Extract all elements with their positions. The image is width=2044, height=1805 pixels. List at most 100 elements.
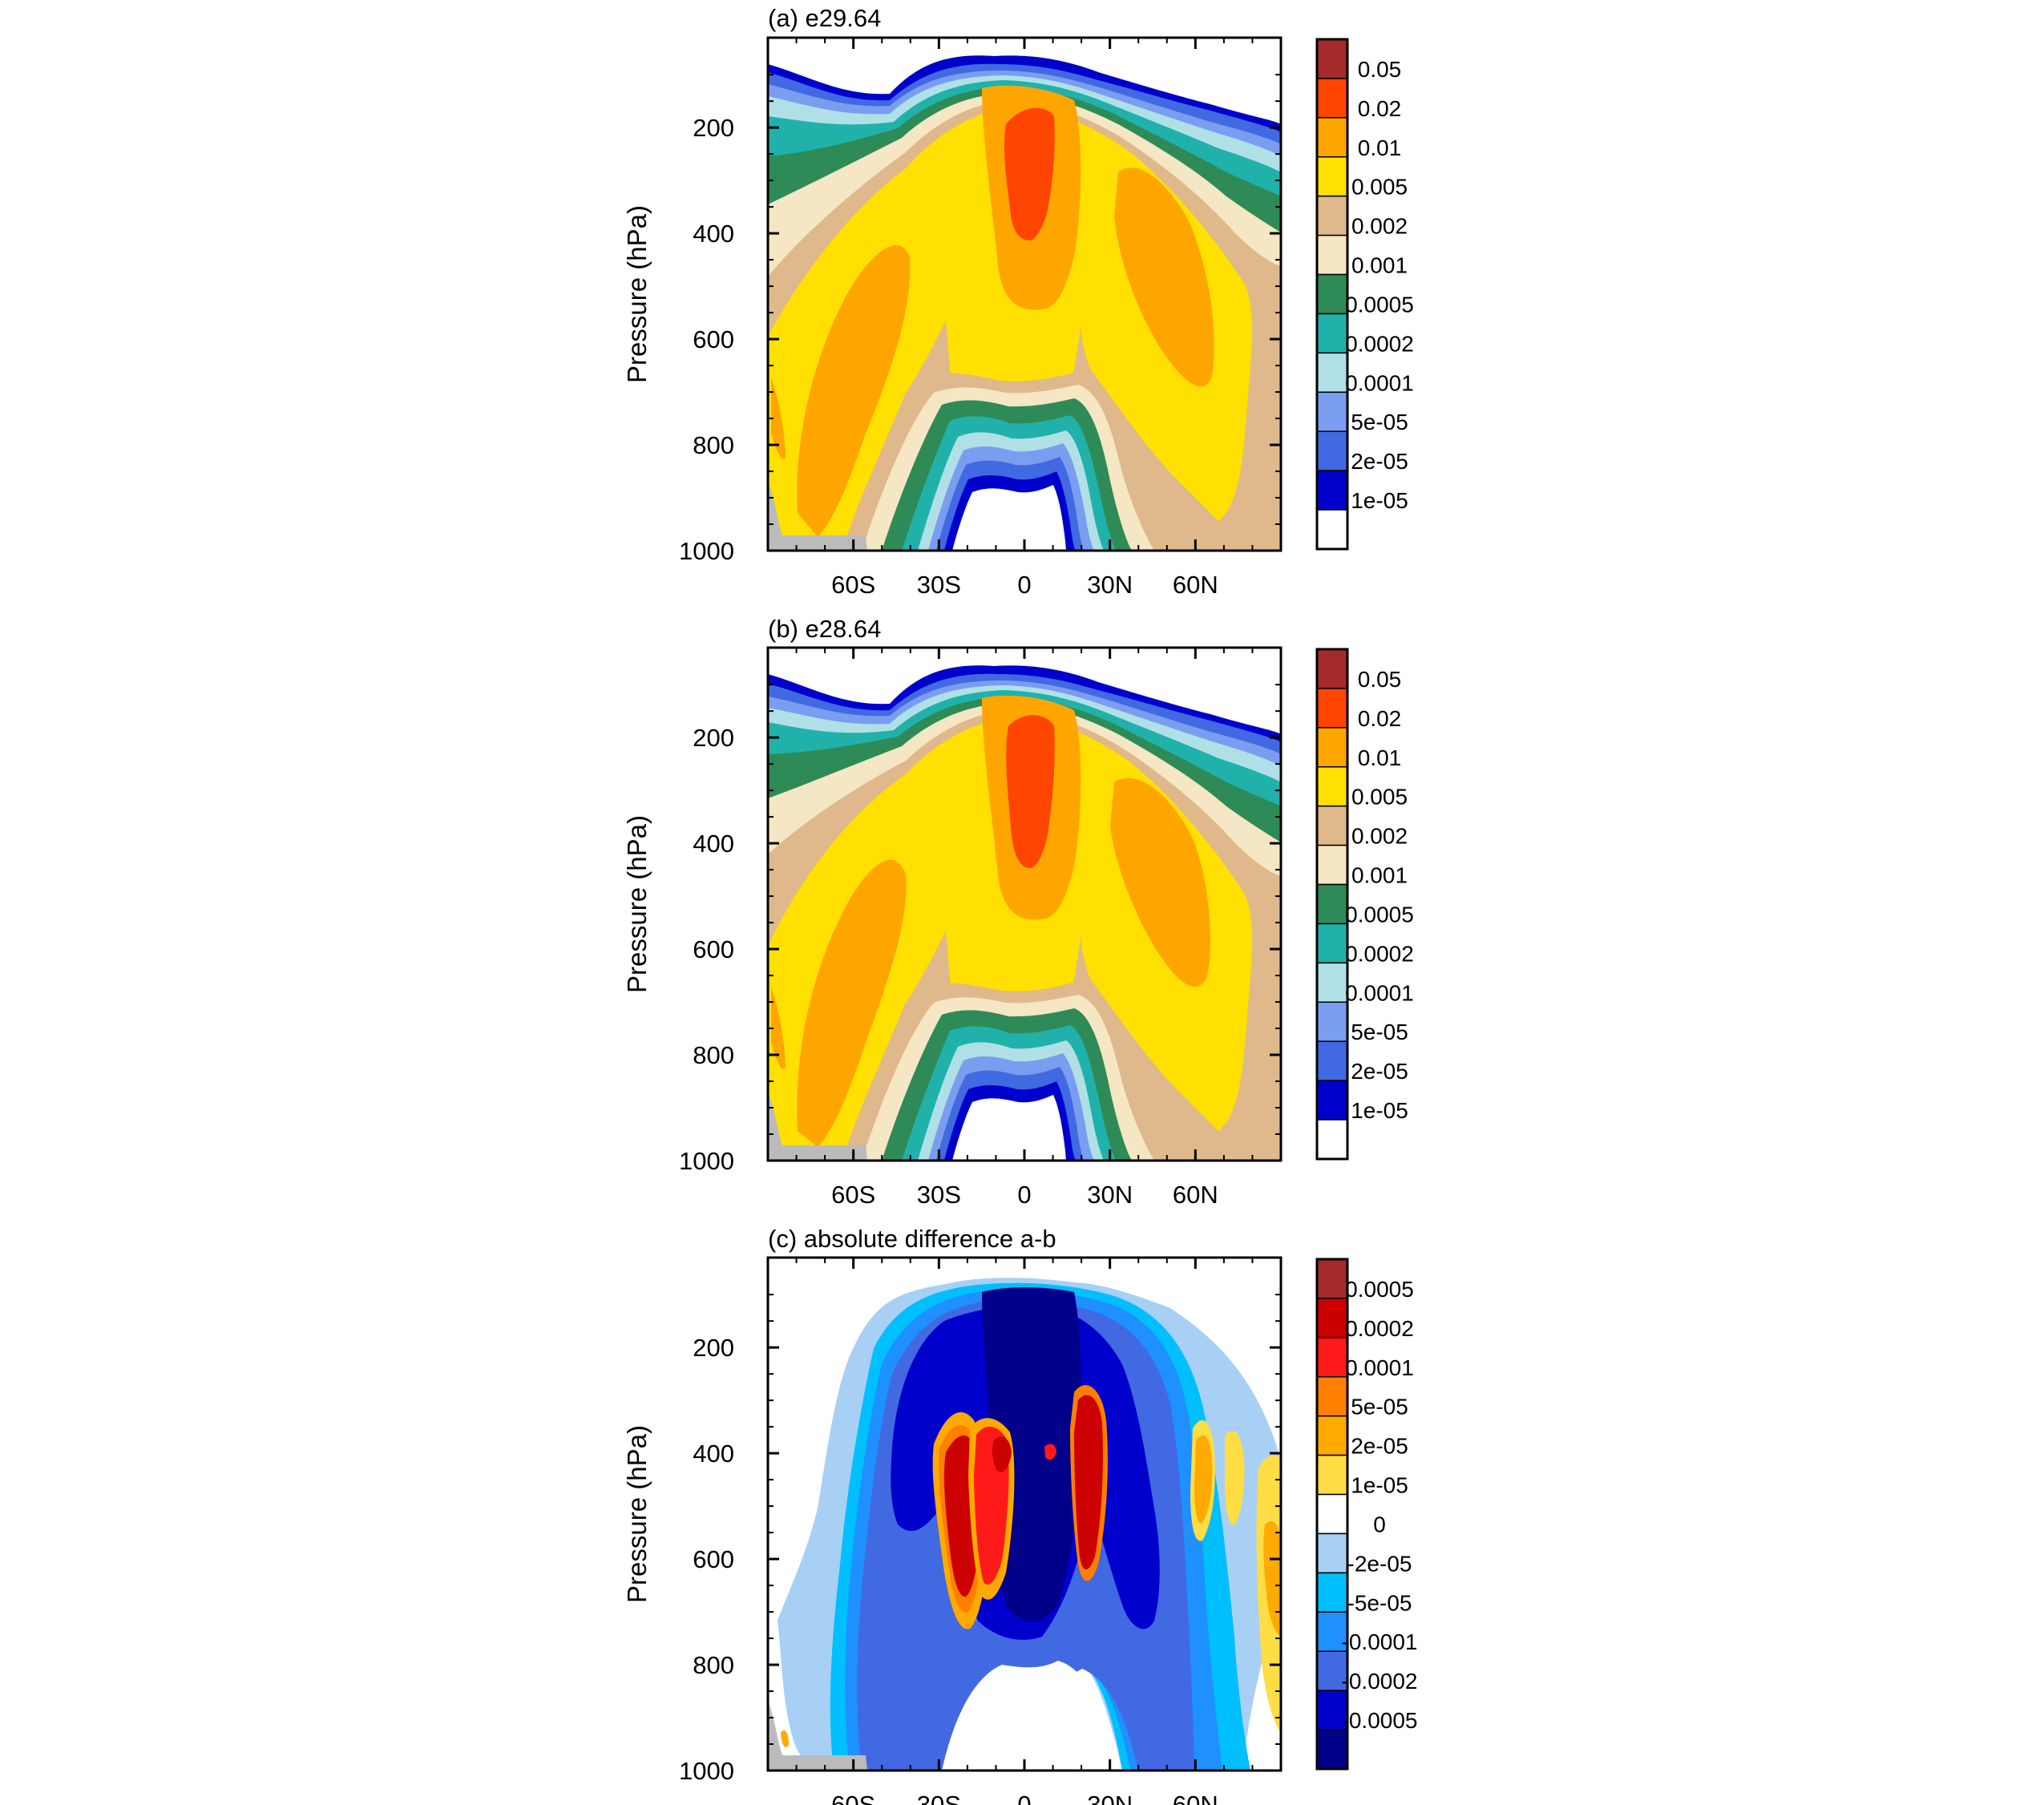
panel-b: (b) e28.64 xyxy=(622,615,1414,1209)
y-axis-label: Pressure (hPa) xyxy=(622,815,652,993)
colorbar-label: 0.005 xyxy=(1351,175,1408,200)
colorbar-box xyxy=(1316,1080,1348,1121)
colorbar-box xyxy=(1316,195,1348,236)
y-tick-label: 1000 xyxy=(679,537,734,565)
colorbar-label: 0.01 xyxy=(1358,745,1402,770)
colorbar-box xyxy=(1316,844,1348,886)
colorbar-label: -0.0005 xyxy=(1342,1708,1418,1733)
colorbar-box xyxy=(1316,313,1348,354)
x-tick-label: 60N xyxy=(1173,571,1218,599)
colorbar-box xyxy=(1316,1532,1348,1574)
colorbar-box xyxy=(1316,1337,1348,1378)
colorbar-box xyxy=(1316,766,1348,807)
x-tick-label: 30N xyxy=(1087,1791,1133,1805)
colorbar-box xyxy=(1316,1119,1348,1160)
panel-b-topography xyxy=(768,1091,867,1161)
panel-c-colorbar: 0.0005 0.0002 0.0001 5e-05 2e-05 1e-05 0 -2e-05… xyxy=(1315,1258,1418,1771)
y-axis-label: Pressure (hPa) xyxy=(622,205,652,383)
colorbar-box xyxy=(1316,430,1348,471)
x-tick-label: 30S xyxy=(917,1791,961,1805)
colorbar-label: -5e-05 xyxy=(1347,1590,1412,1615)
x-tick-label: 30N xyxy=(1087,1181,1133,1209)
colorbar-label: 0.001 xyxy=(1351,863,1408,888)
panel-b-field xyxy=(768,648,1281,1161)
panel-a-title: (a) e29.64 xyxy=(768,4,881,32)
colorbar-box xyxy=(1316,727,1348,768)
y-tick-label: 400 xyxy=(693,830,734,858)
colorbar-box xyxy=(1316,688,1348,729)
colorbar-label: 0.001 xyxy=(1351,253,1408,278)
colorbar-label: 0.0002 xyxy=(1345,331,1414,356)
y-tick-label: 600 xyxy=(693,325,734,353)
colorbar-box xyxy=(1316,1493,1348,1535)
colorbar-label: 0.0001 xyxy=(1345,980,1414,1005)
x-tick-label: 0 xyxy=(1017,1181,1031,1209)
colorbar-box xyxy=(1316,156,1348,197)
colorbar-label: 0.02 xyxy=(1358,96,1402,121)
colorbar-box xyxy=(1316,1729,1348,1770)
colorbar-box xyxy=(1316,391,1348,432)
panel-b-contours xyxy=(768,648,1281,1161)
colorbar-label: 0.0002 xyxy=(1345,1316,1414,1341)
x-tick-label: 60N xyxy=(1173,1181,1218,1209)
panel-a-contours xyxy=(768,38,1281,551)
x-tick-label: 0 xyxy=(1017,1791,1031,1805)
panel-b-title: (b) e28.64 xyxy=(768,615,881,643)
y-tick-label: 1000 xyxy=(679,1757,734,1785)
colorbar-label: 0.05 xyxy=(1358,667,1402,692)
colorbar-box xyxy=(1316,470,1348,511)
y-tick-label: 800 xyxy=(693,1651,734,1679)
colorbar-label: 0.0005 xyxy=(1345,292,1414,317)
x-tick-label: 0 xyxy=(1017,571,1031,599)
panel-a: (a) e29.64 xyxy=(622,4,1414,599)
colorbar-frame xyxy=(1315,1258,1349,1771)
colorbar-label: 0.02 xyxy=(1358,706,1402,731)
y-tick-label: 600 xyxy=(693,935,734,963)
panel-b-axes: 60S 30S 0 30N 60N 200 400 600 800 1000 Pressure (h… xyxy=(622,648,1281,1209)
y-tick-label: 200 xyxy=(693,724,734,752)
colorbar-label: 0.005 xyxy=(1351,785,1408,810)
panel-c-axes: 60S 30S 0 30N 60N 200 400 600 800 1000 Pressure (h… xyxy=(622,1258,1281,1805)
panel-a-topography xyxy=(768,481,867,551)
y-tick-label: 400 xyxy=(693,220,734,248)
panel-a-field xyxy=(768,38,1281,551)
panel-c-field xyxy=(768,1258,1281,1771)
colorbar-label: 1e-05 xyxy=(1351,1098,1408,1123)
colorbar-label: 0.0005 xyxy=(1345,902,1414,927)
colorbar-box xyxy=(1316,273,1348,315)
colorbar-frame xyxy=(1315,38,1349,551)
colorbar-label: 2e-05 xyxy=(1351,449,1408,474)
colorbar-box xyxy=(1316,883,1348,925)
colorbar-frame xyxy=(1315,648,1349,1161)
colorbar-label: 0 xyxy=(1373,1512,1386,1536)
colorbar-box xyxy=(1316,805,1348,846)
colorbar-box xyxy=(1316,1001,1348,1042)
colorbar-box xyxy=(1316,234,1348,276)
colorbar-label: 0.0005 xyxy=(1345,1277,1414,1302)
colorbar-box xyxy=(1316,1298,1348,1339)
colorbar-label: 0.002 xyxy=(1351,824,1408,849)
panel-c-title: (c) absolute difference a-b xyxy=(768,1225,1056,1253)
colorbar-box xyxy=(1316,962,1348,1003)
panel-b-colorbar: 0.05 0.02 0.01 0.005 0.002 0.001 0.0005 0.0002 0… xyxy=(1315,648,1414,1161)
contour-lower-white xyxy=(952,485,1066,551)
y-tick-label: 600 xyxy=(693,1545,734,1573)
colorbar-label: 0.0002 xyxy=(1345,941,1414,966)
x-tick-label: 60S xyxy=(831,1791,875,1805)
panel-a-colorbar: 0.05 0.02 0.01 0.005 0.002 0.001 0.0005 0.0002 0… xyxy=(1315,38,1414,551)
y-tick-label: 400 xyxy=(693,1440,734,1468)
colorbar-label: 5e-05 xyxy=(1351,1395,1408,1419)
colorbar-box xyxy=(1316,1611,1348,1652)
colorbar-box xyxy=(1316,923,1348,964)
y-axis-label: Pressure (hPa) xyxy=(622,1425,652,1603)
colorbar-label: 0.01 xyxy=(1358,135,1402,160)
colorbar-label: 0.002 xyxy=(1351,214,1408,239)
colorbar-label: -0.0001 xyxy=(1342,1629,1418,1654)
colorbar-box xyxy=(1316,1040,1348,1081)
panel-a-axes: 60S 30S 0 30N 60N 200 400 600 800 1000 Pressure (h… xyxy=(622,38,1281,599)
colorbar-box xyxy=(1316,38,1348,79)
y-tick-label: 200 xyxy=(693,114,734,142)
contour-1e-02-left xyxy=(797,245,911,537)
colorbar-box xyxy=(1316,1415,1348,1456)
